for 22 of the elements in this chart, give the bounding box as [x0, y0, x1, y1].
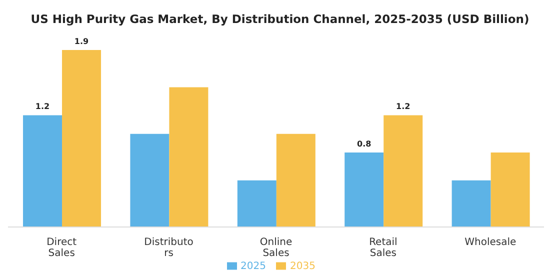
x-tick-label: Wholesale	[464, 237, 516, 248]
bar	[344, 152, 384, 227]
bar	[23, 115, 62, 227]
x-tick-label: Online Sales	[260, 237, 292, 259]
data-label: 0.8	[357, 139, 372, 148]
bar	[169, 87, 208, 227]
x-tick-label: Retail Sales	[369, 237, 398, 259]
bar	[130, 134, 170, 227]
data-label: 1.9	[74, 37, 90, 46]
bar	[276, 134, 316, 227]
bar	[452, 180, 491, 227]
bar	[490, 152, 530, 227]
chart-title: US High Purity Gas Market, By Distribution Channel, 2025-2035 (USD Billion)	[30, 11, 530, 28]
legend-label: 2025	[240, 261, 266, 272]
bar	[237, 180, 276, 227]
x-tick-label: Distributors	[144, 237, 194, 259]
data-label: 1.2	[396, 102, 410, 112]
x-tick-label: Direct Sales	[46, 237, 77, 259]
data-label: 1.2	[35, 102, 50, 112]
legend-label: 2035	[290, 261, 316, 272]
bar	[62, 50, 102, 227]
bar	[384, 115, 423, 227]
